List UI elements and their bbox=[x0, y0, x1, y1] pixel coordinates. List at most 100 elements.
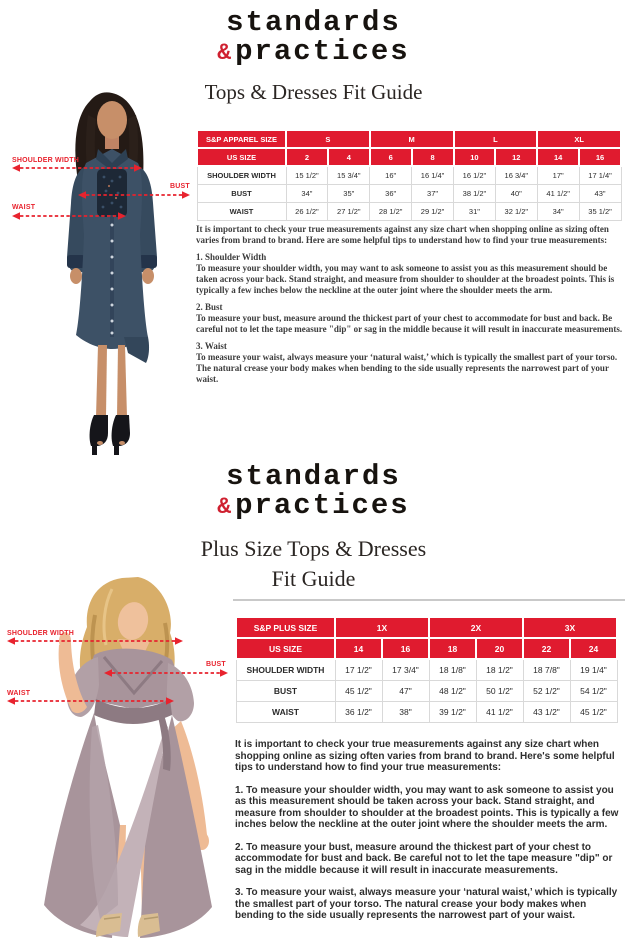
measurement-row: BUST 45 1/2" 47" 48 1/2" 50 1/2" 52 1/2" 54 1/… bbox=[235, 679, 618, 702]
measurement-row: WAIST 36 1/2" 38" 39 1/2" 41 1/2" 43 1/2" 45 1… bbox=[235, 700, 618, 723]
brand-word-practices: &practices bbox=[217, 489, 410, 522]
measurement-value: 26 1/2" bbox=[285, 201, 329, 221]
shoulder-width-arrow-icon bbox=[7, 636, 183, 646]
measurement-value: 54 1/2" bbox=[569, 679, 618, 702]
waist-label: WAIST bbox=[7, 690, 31, 697]
size-group-2X: 2X bbox=[428, 616, 524, 639]
brand-word-standards: standards bbox=[226, 6, 401, 39]
brand-ampersand: & bbox=[217, 494, 234, 520]
measurement-value: 52 1/2" bbox=[522, 679, 571, 702]
section2-title-line1: Plus Size Tops & Dresses bbox=[200, 536, 427, 561]
section1-title: Tops & Dresses Fit Guide bbox=[204, 80, 423, 104]
measurement-value: 28 1/2" bbox=[369, 201, 413, 221]
measurement-value: 40" bbox=[494, 183, 538, 203]
us-size-6: 6 bbox=[368, 147, 413, 167]
measurement-value: 27 1/2" bbox=[327, 201, 371, 221]
us-size-22: 22 bbox=[522, 637, 571, 660]
measurement-value: 16 1/4" bbox=[411, 165, 454, 185]
measurement-value: 41 1/2" bbox=[536, 183, 580, 203]
measurement-value: 31" bbox=[453, 201, 496, 221]
size-group-S: S bbox=[285, 129, 371, 149]
measurement-value: 16 3/4" bbox=[494, 165, 538, 185]
measurement-value: 45 1/2" bbox=[569, 700, 618, 723]
size-group-M: M bbox=[368, 129, 455, 149]
measurement-value: 43" bbox=[578, 183, 622, 203]
tip-heading: 1. Shoulder Width bbox=[196, 252, 267, 262]
measurement-value: 39 1/2" bbox=[428, 700, 477, 723]
shoulder-width-label: SHOULDER WIDTH bbox=[7, 630, 74, 637]
measurement-label: SHOULDER WIDTH bbox=[235, 658, 336, 681]
tip-waist: 3. To measure your waist, always measure… bbox=[235, 887, 618, 921]
bust-arrow-icon bbox=[78, 190, 190, 200]
intro-paragraph: It is important to check your true measu… bbox=[196, 224, 609, 245]
measurement-value: 34" bbox=[285, 183, 329, 203]
brand-logo-plus: standards &practices bbox=[0, 462, 627, 521]
size-group-L: L bbox=[452, 129, 539, 149]
measurement-row: SHOULDER WIDTH 15 1/2" 15 3/4" 16" 16 1/4" 16… bbox=[196, 165, 622, 185]
size-header-row: S&P PLUS SIZE 1X 2X 3X bbox=[235, 616, 618, 639]
measurement-label: BUST bbox=[196, 183, 287, 203]
tip-heading: 2. Bust bbox=[196, 302, 223, 312]
tip-shoulder-width: 1. To measure your shoulder width, you m… bbox=[235, 784, 619, 831]
measurement-value: 48 1/2" bbox=[428, 679, 477, 702]
measurement-value: 50 1/2" bbox=[475, 679, 524, 702]
tops-dresses-size-table: S&P APPAREL SIZE S M L XL US SIZE 2 4 6 8 10 12 14 16… bbox=[196, 129, 622, 221]
tip-bust: 2. To measure your bust, measure around … bbox=[235, 841, 613, 876]
measurement-label: WAIST bbox=[196, 201, 287, 221]
waist-arrow-icon bbox=[7, 696, 174, 706]
size-row-label: S&P APPAREL SIZE bbox=[196, 129, 287, 149]
measurement-value: 43 1/2" bbox=[522, 700, 571, 723]
bust-label: BUST bbox=[170, 183, 190, 190]
tip-shoulder-width: 1. Shoulder Width To measure your should… bbox=[196, 252, 624, 296]
section2-divider bbox=[233, 599, 625, 601]
measurement-value: 36 1/2" bbox=[334, 700, 383, 723]
measurement-row: SHOULDER WIDTH 17 1/2" 17 3/4" 18 1/8" 18 1/… bbox=[235, 658, 618, 681]
us-size-14: 14 bbox=[536, 147, 581, 167]
measurement-value: 16 1/2" bbox=[453, 165, 496, 185]
brand-word-standards: standards bbox=[226, 460, 401, 493]
measurement-value: 17" bbox=[536, 165, 580, 185]
us-size-18: 18 bbox=[428, 637, 477, 660]
measurement-row: BUST 34" 35" 36" 37" 38 1/2" 40" 41 1/2" 43" bbox=[196, 183, 622, 203]
tops-dresses-measure-tips: It is important to check your true measu… bbox=[196, 224, 624, 385]
measurement-value: 47" bbox=[381, 679, 430, 702]
tip-waist: 3. Waist To measure your waist, always m… bbox=[196, 341, 624, 385]
measurement-label: BUST bbox=[235, 679, 336, 702]
us-size-row-label: US SIZE bbox=[235, 637, 336, 660]
measurement-value: 32 1/2" bbox=[494, 201, 538, 221]
measurement-value: 34" bbox=[536, 201, 580, 221]
shoulder-width-label: SHOULDER WIDTH bbox=[12, 157, 79, 164]
size-group-1X: 1X bbox=[334, 616, 430, 639]
tip-body: To measure your waist, always measure yo… bbox=[196, 352, 618, 384]
measurement-value: 29 1/2" bbox=[411, 201, 454, 221]
measurement-value: 37" bbox=[411, 183, 454, 203]
us-size-10: 10 bbox=[452, 147, 497, 167]
measurement-value: 45 1/2" bbox=[334, 679, 383, 702]
bust-arrow-icon bbox=[104, 668, 228, 678]
measurement-value: 41 1/2" bbox=[475, 700, 524, 723]
measurement-value: 17 1/2" bbox=[334, 658, 383, 681]
measurement-value: 18 1/8" bbox=[428, 658, 477, 681]
section2-title-line2: Fit Guide bbox=[271, 566, 356, 591]
size-row-label: S&P PLUS SIZE bbox=[235, 616, 336, 639]
us-size-2: 2 bbox=[285, 147, 329, 167]
bust-label: BUST bbox=[206, 661, 226, 668]
measurement-row: WAIST 26 1/2" 27 1/2" 28 1/2" 29 1/2" 31" 32 1… bbox=[196, 201, 622, 221]
measurement-value: 18 1/2" bbox=[475, 658, 524, 681]
us-size-24: 24 bbox=[569, 637, 618, 660]
measurement-value: 17 1/4" bbox=[578, 165, 622, 185]
measurement-value: 36" bbox=[369, 183, 413, 203]
measurement-label: WAIST bbox=[235, 700, 336, 723]
measurement-value: 19 1/4" bbox=[569, 658, 618, 681]
us-size-20: 20 bbox=[475, 637, 524, 660]
size-group-XL: XL bbox=[536, 129, 622, 149]
measurement-value: 35" bbox=[327, 183, 371, 203]
brand-ampersand: & bbox=[217, 40, 234, 66]
measurement-value: 15 1/2" bbox=[285, 165, 329, 185]
tip-body: To measure your bust, measure around the… bbox=[196, 313, 623, 334]
model-photo-tops-dresses bbox=[67, 92, 157, 455]
us-size-16: 16 bbox=[381, 637, 430, 660]
us-size-row-label: US SIZE bbox=[196, 147, 287, 167]
shoulder-width-arrow-icon bbox=[12, 163, 142, 173]
